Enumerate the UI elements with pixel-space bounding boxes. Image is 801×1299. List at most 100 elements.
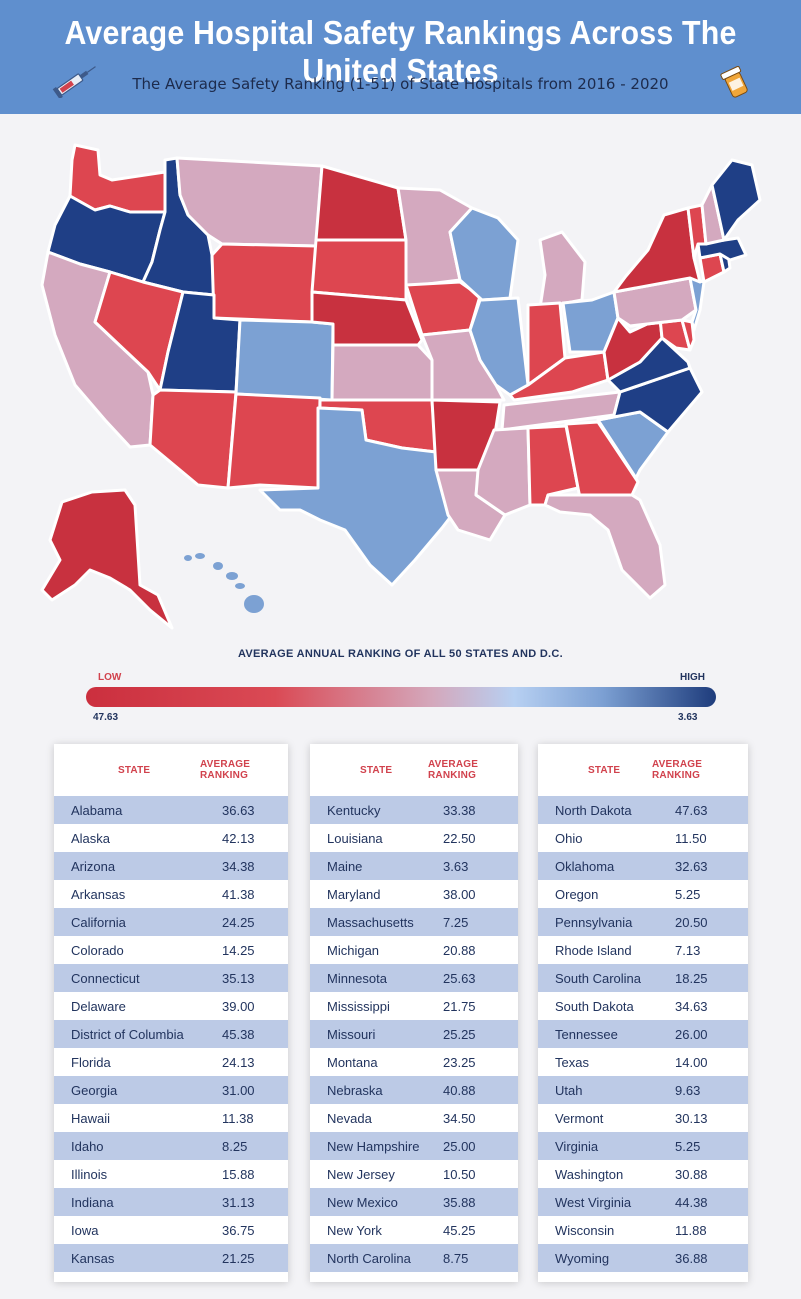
ranking-value-cell: 24.13 [222,1054,255,1070]
ranking-value-cell: 25.00 [443,1138,476,1154]
legend-title: AVERAGE ANNUAL RANKING OF ALL 50 STATES … [237,648,564,660]
state-NM[interactable] [226,392,322,490]
state-ND[interactable] [314,164,408,242]
state-WY[interactable] [210,242,318,324]
state-name-cell: Rhode Island [555,942,632,958]
table-header: STATE AVERAGE RANKING [310,744,518,796]
rankings-table-3: STATE AVERAGE RANKING North Dakota 47.63 O… [538,744,748,1282]
ranking-value-cell: 20.88 [443,942,476,958]
ranking-value-cell: 20.50 [675,914,708,930]
ranking-value-cell: 5.25 [675,886,701,902]
legend-low-label: LOW [98,672,122,683]
state-MI[interactable] [538,230,587,310]
ranking-value-cell: 32.63 [675,858,708,874]
ranking-value-cell: 7.13 [675,942,701,958]
table-row: Iowa 36.75 [54,1216,288,1244]
table-row: Hawaii 11.38 [54,1104,288,1132]
state-name-cell: Kentucky [327,802,381,818]
state-CO[interactable] [234,318,335,402]
table-row: Maryland 38.00 [310,880,518,908]
ranking-value-cell: 10.50 [443,1166,476,1182]
state-HI[interactable] [184,553,264,613]
table-row: Oregon 5.25 [538,880,748,908]
state-name-cell: Washington [555,1166,624,1182]
state-SD[interactable] [310,238,408,302]
state-name-cell: Delaware [71,998,126,1014]
table-row: Massachusetts 7.25 [310,908,518,936]
state-AZ[interactable] [148,388,238,490]
table-row: Vermont 30.13 [538,1104,748,1132]
state-name-cell: Missouri [327,1026,376,1042]
table-row: Nebraska 40.88 [310,1076,518,1104]
table-row: Nevada 34.50 [310,1104,518,1132]
table-row: Illinois 15.88 [54,1160,288,1188]
state-name-cell: Illinois [71,1166,108,1182]
legend-high-label: HIGH [680,672,705,683]
state-name-cell: Tennessee [555,1026,618,1042]
table-header: STATE AVERAGE RANKING [538,744,748,796]
state-name-cell: Pennsylvania [555,914,633,930]
state-ME[interactable] [710,158,762,242]
ranking-value-cell: 31.00 [222,1082,255,1098]
table-row: Georgia 31.00 [54,1076,288,1104]
state-name-cell: New York [327,1222,382,1238]
table-row: Arizona 34.38 [54,852,288,880]
state-name-cell: Nebraska [327,1082,383,1098]
rankings-table-1: STATE AVERAGE RANKING Alabama 36.63 Alaska… [54,744,288,1282]
state-NY[interactable] [612,206,702,294]
state-name-cell: Maine [327,858,363,874]
table-row: Wisconsin 11.88 [538,1216,748,1244]
table-row: Arkansas 41.38 [54,880,288,908]
state-DE[interactable] [680,318,696,352]
state-column-header: STATE [588,764,621,776]
state-name-cell: South Dakota [555,998,634,1014]
ranking-value-cell: 21.75 [443,998,476,1014]
state-name-cell: Mississippi [327,998,390,1014]
state-name-cell: Vermont [555,1110,604,1126]
ranking-value-cell: 47.63 [675,802,708,818]
state-TX[interactable] [258,406,464,587]
ranking-value-cell: 3.63 [443,858,469,874]
legend-gradient-bar [86,687,716,707]
table-row: Utah 9.63 [538,1076,748,1104]
ranking-value-cell: 11.88 [675,1222,707,1238]
ranking-value-cell: 45.38 [222,1026,255,1042]
table-row: Colorado 14.25 [54,936,288,964]
ranking-value-cell: 23.25 [443,1054,476,1070]
ranking-column-header: AVERAGE RANKING [652,759,703,781]
ranking-value-cell: 25.63 [443,970,476,986]
ranking-value-cell: 44.38 [675,1194,708,1210]
rankings-table-2: STATE AVERAGE RANKING Kentucky 33.38 Louis… [310,744,518,1282]
page-title: Average Hospital Safety Rankings Across … [64,14,737,89]
table-row: Minnesota 25.63 [310,964,518,992]
state-name-cell: Massachusetts [327,914,414,930]
ranking-value-cell: 34.63 [675,998,708,1014]
table-body: North Dakota 47.63 Ohio 11.50 Oklahoma 32.63 O… [538,796,748,1282]
state-IL[interactable] [468,296,530,397]
state-WA[interactable] [68,143,167,214]
state-name-cell: District of Columbia [71,1026,184,1042]
state-name-cell: Indiana [71,1194,114,1210]
table-row: South Carolina 18.25 [538,964,748,992]
table-row: Louisiana 22.50 [310,824,518,852]
table-row: Delaware 39.00 [54,992,288,1020]
state-KS[interactable] [330,343,434,402]
table-row: Florida 24.13 [54,1048,288,1076]
table-row: Alaska 42.13 [54,824,288,852]
state-VT[interactable] [686,203,708,260]
header-banner: Average Hospital Safety Rankings Across … [0,0,801,114]
ranking-value-cell: 11.50 [675,830,707,846]
table-row: Washington 30.88 [538,1160,748,1188]
table-row: Maine 3.63 [310,852,518,880]
ranking-value-cell: 14.00 [675,1054,708,1070]
ranking-value-cell: 5.25 [675,1138,701,1154]
pill-bottle-icon [720,66,748,98]
table-row: District of Columbia 45.38 [54,1020,288,1048]
ranking-value-cell: 36.88 [675,1250,708,1266]
ranking-column-header: AVERAGE RANKING [200,759,251,781]
ranking-value-cell: 31.13 [222,1194,255,1210]
state-FL[interactable] [543,493,667,600]
table-row: North Dakota 47.63 [538,796,748,824]
state-AK[interactable] [40,488,174,630]
ranking-value-cell: 15.88 [222,1166,255,1182]
